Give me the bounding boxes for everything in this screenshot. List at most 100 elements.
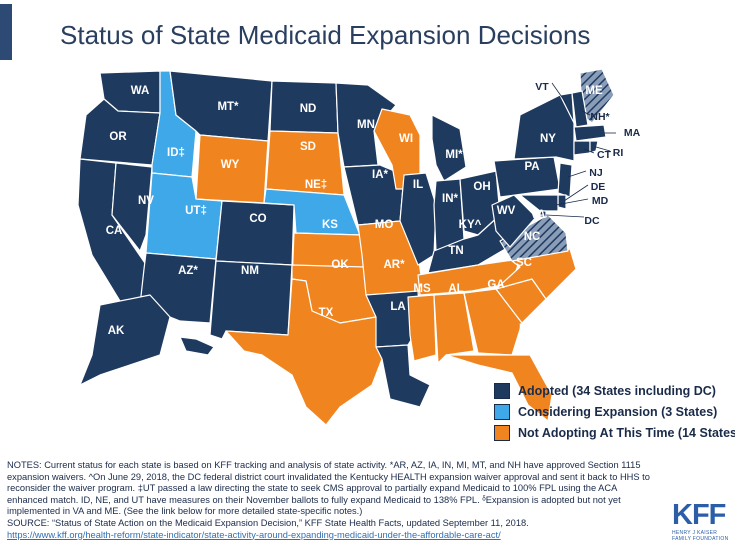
state-co[interactable] [215, 200, 295, 266]
state-label-ne: NE‡ [305, 179, 327, 191]
title-bar: Status of State Medicaid Expansion Decis… [0, 0, 735, 62]
state-label-ca: CA [106, 225, 123, 237]
legend-swatch-considering [494, 403, 510, 420]
state-ms[interactable] [407, 294, 437, 362]
state-label-ak: AK [108, 325, 125, 337]
us-map-svg: WA OR CA NV ID‡ MT* WY UT‡ AZ* CO NM ND SD NE‡ KS OK TX M… [77, 68, 641, 425]
state-label-ok: OK [331, 259, 349, 271]
state-ri[interactable] [589, 140, 599, 154]
source-link[interactable]: https://www.kff.org/health-reform/state-… [7, 529, 501, 540]
legend-swatch-adopted [494, 382, 510, 399]
state-label-sd: SD [300, 141, 316, 153]
state-label-nm: NM [241, 265, 259, 277]
state-md[interactable] [519, 194, 559, 212]
state-label-ar: AR* [383, 259, 405, 271]
state-mi[interactable] [431, 114, 467, 182]
state-mn[interactable] [335, 82, 397, 168]
state-label-sc: SC [516, 257, 532, 269]
state-label-nd: ND [300, 103, 317, 115]
state-label-mo: MO [375, 219, 394, 231]
state-label-dc: DC [584, 215, 600, 227]
state-ma[interactable] [573, 124, 607, 142]
state-label-ks: KS [322, 219, 338, 231]
legend-swatch-not-adopting [494, 424, 510, 441]
state-label-nh: NH* [590, 111, 610, 123]
us-map: WA OR CA NV ID‡ MT* WY UT‡ AZ* CO NM ND SD NE‡ KS OK TX M… [0, 55, 735, 425]
state-label-az: AZ* [178, 265, 198, 277]
leader-line-ct [583, 148, 595, 154]
state-label-ny: NY [540, 133, 556, 145]
notes-text: NOTES: Current status for each state is … [7, 460, 650, 517]
leader-line-nj [567, 170, 587, 178]
leader-line-ri [595, 146, 611, 152]
labels-layer: WA OR CA NV ID‡ MT* WY UT‡ AZ* CO NM ND SD NE‡ KS OK TX M… [106, 81, 641, 357]
state-label-va: VA [530, 209, 545, 221]
state-label-mi: MI* [445, 149, 463, 161]
state-label-co: CO [249, 213, 266, 225]
kff-logo: KFF HENRY J KAISER FAMILY FOUNDATION [672, 500, 732, 548]
kff-logo-text: KFF [672, 499, 726, 531]
state-nv[interactable] [111, 162, 153, 252]
state-label-vt: VT [535, 81, 549, 93]
state-la[interactable] [375, 344, 431, 408]
state-label-id: ID‡ [167, 147, 185, 159]
legend-item-adopted: Adopted (34 States including DC) [494, 380, 735, 401]
state-label-ma: MA [624, 127, 641, 139]
leader-line-de [563, 184, 589, 202]
state-nc[interactable] [495, 248, 577, 300]
map-legend: Adopted (34 States including DC) Conside… [494, 380, 735, 443]
state-nh[interactable] [571, 90, 589, 128]
state-tx[interactable] [225, 278, 383, 425]
state-fl[interactable] [445, 354, 553, 422]
state-label-ut: UT‡ [185, 205, 207, 217]
title-accent-bar [0, 4, 12, 60]
footnotes: NOTES: Current status for each state is … [7, 460, 657, 541]
state-label-wv: WV [497, 205, 516, 217]
source-text: SOURCE: “Status of State Action on the M… [7, 517, 529, 528]
state-label-tx: TX [319, 307, 334, 319]
state-label-wy: WY [221, 159, 240, 171]
state-label-nj: NJ [589, 167, 603, 179]
state-label-md: MD [592, 195, 609, 207]
state-label-or: OR [109, 131, 127, 143]
state-ga[interactable] [463, 288, 523, 356]
state-ak[interactable] [79, 294, 171, 386]
leader-line-dc [545, 214, 585, 218]
states-layer [77, 68, 615, 425]
state-label-in: IN* [442, 193, 459, 205]
legend-item-not-adopting: Not Adopting At This Time (14 States) [494, 422, 735, 443]
state-label-il: IL [413, 179, 423, 191]
leader-line-nh [581, 110, 591, 116]
state-label-nv: NV [138, 195, 154, 207]
leader-line-vt [551, 82, 567, 104]
state-wv[interactable] [491, 194, 537, 248]
state-label-tn: TN [448, 245, 463, 257]
page-title: Status of State Medicaid Expansion Decis… [60, 20, 591, 50]
state-label-la: LA [390, 301, 405, 313]
state-label-fl: FL [519, 323, 533, 335]
state-dc[interactable] [539, 210, 547, 218]
leader-line-md [555, 198, 589, 206]
state-label-hi: HI [224, 345, 236, 357]
state-nj[interactable] [557, 162, 573, 198]
state-al[interactable] [433, 292, 475, 364]
state-label-ky: KY^ [459, 219, 482, 231]
state-de[interactable] [557, 194, 567, 210]
state-label-nc: NC [524, 231, 541, 243]
kff-logo-subtext: HENRY J KAISER FAMILY FOUNDATION [672, 530, 729, 542]
state-label-ia: IA* [372, 169, 389, 181]
state-vt[interactable] [559, 92, 575, 124]
state-label-oh: OH [473, 181, 490, 193]
legend-label-not-adopting: Not Adopting At This Time (14 States) [518, 425, 735, 440]
state-label-ga: GA [487, 279, 504, 291]
state-label-wi: WI [399, 133, 413, 145]
state-va[interactable] [499, 214, 569, 262]
state-label-al: AL [448, 283, 463, 295]
state-label-ct: CT [597, 149, 612, 161]
state-label-pa: PA [524, 161, 539, 173]
state-ct[interactable] [573, 140, 591, 156]
state-label-mt: MT* [217, 101, 239, 113]
state-hi[interactable] [179, 336, 215, 356]
legend-label-considering: Considering Expansion (3 States) [518, 404, 718, 419]
state-label-de: DE [591, 181, 606, 193]
